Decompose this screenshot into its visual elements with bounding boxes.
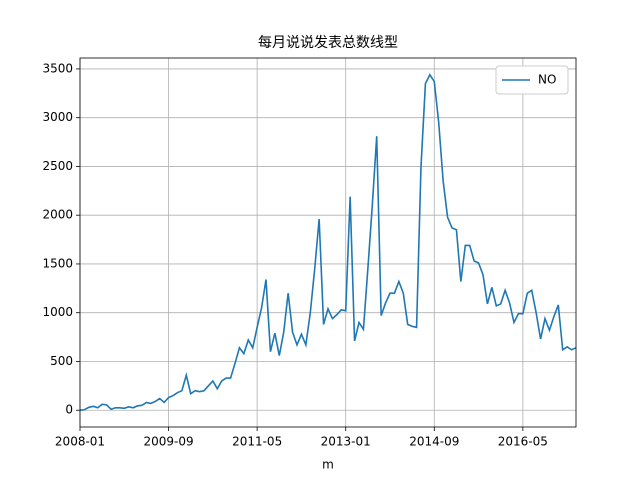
- x-tick-label: 2011-05: [232, 435, 282, 449]
- y-tick-label: 500: [50, 354, 73, 368]
- legend-label: NO: [538, 73, 556, 87]
- y-tick-label: 1500: [42, 256, 73, 270]
- data-line: [79, 73, 577, 412]
- x-tick-label: 2016-05: [498, 435, 548, 449]
- y-tick-label: 2000: [42, 208, 73, 222]
- x-tick-label: 2014-09: [409, 435, 459, 449]
- y-tick-label: 3000: [42, 110, 73, 124]
- y-tick-label: 2500: [42, 159, 73, 173]
- plot-frame: [79, 57, 577, 428]
- x-axis-label: m: [322, 458, 334, 472]
- y-tick-label: 1000: [42, 305, 73, 319]
- x-tick-label: 2013-01: [321, 435, 371, 449]
- legend-box: [495, 65, 569, 95]
- y-tick-label: 0: [65, 403, 73, 417]
- x-tick-label: 2008-01: [55, 435, 105, 449]
- y-tick-label: 3500: [42, 61, 73, 75]
- chart-title: 每月说说发表总数线型: [258, 35, 398, 51]
- x-tick-label: 2009-09: [144, 435, 194, 449]
